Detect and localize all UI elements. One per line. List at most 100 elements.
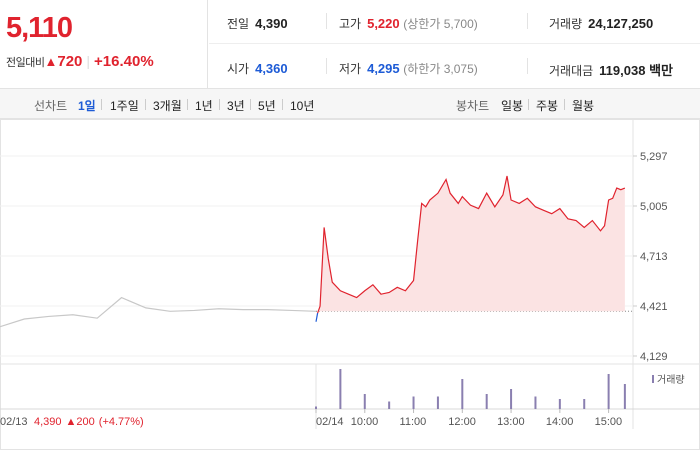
y-tick-label: 4,421 <box>640 301 668 313</box>
chart-axes: 5,297 5,005 4,713 4,421 4,129 거래량 02/14 10:00 11… <box>0 151 685 428</box>
x-tick-label: 14:00 <box>546 416 574 428</box>
volume-bar <box>315 406 317 409</box>
high-stat: 고가 5,220 (상한가 5,700) <box>339 15 478 32</box>
prev-day-summary: 4,390 ▲200 (+4.77%) <box>34 416 144 428</box>
divider <box>564 99 565 110</box>
up-triangle-icon: ▲ <box>66 416 77 428</box>
low-value: 4,295 <box>367 61 400 76</box>
high-value: 5,220 <box>367 16 400 31</box>
x-tick-label: 15:00 <box>595 416 623 428</box>
volume-legend-label: 거래량 <box>657 374 685 386</box>
price-summary: 5,110 전일대비▲720 | +16.40% <box>0 0 208 89</box>
tab-weekly-candle[interactable]: 주봉 <box>536 99 559 113</box>
tab-3-months[interactable]: 3개월 <box>153 99 182 113</box>
trade-value-label: 거래대금 <box>549 64 594 78</box>
prev-day-change: 200 <box>76 416 94 428</box>
divider <box>282 99 283 110</box>
tab-1-day[interactable]: 1일 <box>78 99 96 113</box>
tab-daily-candle[interactable]: 일봉 <box>501 99 524 113</box>
candle-chart-label: 봉차트 <box>456 99 490 113</box>
volume-bar <box>510 389 513 409</box>
prev-day-date: 02/13 <box>0 416 28 428</box>
x-tick-label: 02/14 <box>316 416 344 428</box>
y-tick-label: 5,005 <box>640 201 668 213</box>
volume-value: 24,127,250 <box>588 16 654 31</box>
today-series <box>315 175 626 322</box>
change-percent: +16.40% <box>94 53 154 70</box>
prev-close-label: 전일 <box>227 17 250 31</box>
divider <box>527 58 528 74</box>
tab-1-year[interactable]: 1년 <box>195 99 213 113</box>
change-row: 전일대비▲720 | +16.40% <box>6 53 154 70</box>
x-tick-label: 13:00 <box>497 416 525 428</box>
divider <box>250 99 251 110</box>
open-label: 시가 <box>227 62 250 76</box>
divider <box>326 58 327 74</box>
divider <box>528 99 529 110</box>
volume-bar <box>485 394 488 409</box>
open-value: 4,360 <box>255 61 288 76</box>
change-label: 전일대비 <box>6 57 45 69</box>
tab-1-week[interactable]: 1주일 <box>110 99 139 113</box>
divider <box>101 99 102 110</box>
trade-value-value: 119,038 <box>599 63 646 78</box>
volume-bar <box>583 399 586 409</box>
line-chart-label: 선차트 <box>34 99 68 113</box>
y-tick-label: 4,713 <box>640 251 668 263</box>
tab-10-years[interactable]: 10년 <box>290 99 315 113</box>
trade-value-unit: 백만 <box>649 63 673 78</box>
stats-row-2: 시가 4,360 저가 4,295 (하한가 3,075) 거래대금 119,038 … <box>209 45 700 89</box>
volume-stat: 거래량 24,127,250 <box>549 15 653 32</box>
volume-bar <box>412 396 415 409</box>
stats-row-1: 전일 4,390 고가 5,220 (상한가 5,700) 거래량 24,127,25… <box>209 0 700 44</box>
chart-period-tabs: 선차트 1일 1주일 3개월 1년 3년 5년 10년 봉차트 일봉 주봉 월봉 <box>0 89 700 119</box>
low-label: 저가 <box>339 62 362 76</box>
volume-bars <box>315 369 626 409</box>
current-price: 5,110 <box>6 12 73 44</box>
volume-legend-swatch <box>652 375 654 383</box>
volume-bar <box>339 369 342 409</box>
upper-limit: (상한가 5,700) <box>403 17 478 31</box>
divider <box>527 13 528 29</box>
volume-bar <box>623 384 626 409</box>
prev-close-stat: 전일 4,390 <box>227 15 288 32</box>
divider <box>326 13 327 29</box>
tab-3-years[interactable]: 3년 <box>227 99 245 113</box>
y-tick-label: 4,129 <box>640 351 668 363</box>
today-area-fill <box>316 176 625 312</box>
prev-close-value: 4,390 <box>255 16 288 31</box>
volume-bar <box>388 401 391 409</box>
volume-bar <box>461 379 464 409</box>
divider <box>187 99 188 110</box>
quote-header: 5,110 전일대비▲720 | +16.40% 전일 4,390 고가 5,220 (… <box>0 0 700 89</box>
tab-monthly-candle[interactable]: 월봉 <box>572 99 595 113</box>
prev-day-percent: (+4.77%) <box>99 416 144 428</box>
divider: | <box>86 53 91 69</box>
x-tick-label: 10:00 <box>351 416 379 428</box>
change-amount: ▲720 <box>44 53 82 70</box>
low-stat: 저가 4,295 (하한가 3,075) <box>339 60 478 77</box>
change-amount-value: 720 <box>57 53 83 70</box>
volume-bar <box>363 394 366 409</box>
intraday-price-chart: 5,297 5,005 4,713 4,421 4,129 거래량 02/14 10:00 11… <box>0 119 700 450</box>
volume-bar <box>436 396 439 409</box>
high-label: 고가 <box>339 17 362 31</box>
volume-label: 거래량 <box>549 17 583 31</box>
volume-bar <box>534 396 537 409</box>
open-stat: 시가 4,360 <box>227 60 288 77</box>
volume-bar <box>558 399 561 409</box>
trade-value-stat: 거래대금 119,038 백만 <box>549 60 673 79</box>
x-tick-label: 11:00 <box>400 416 427 428</box>
tab-5-years[interactable]: 5년 <box>258 99 276 113</box>
today-line-down <box>315 312 319 322</box>
y-tick-label: 5,297 <box>640 151 668 163</box>
divider <box>145 99 146 110</box>
x-tick-label: 12:00 <box>448 416 476 428</box>
volume-bar <box>607 374 610 409</box>
prev-day-series <box>0 296 317 328</box>
prev-day-close: 4,390 <box>34 416 62 428</box>
lower-limit: (하한가 3,075) <box>403 62 478 76</box>
divider <box>219 99 220 110</box>
today-line-up <box>317 175 626 314</box>
prev-day-line <box>0 296 317 328</box>
